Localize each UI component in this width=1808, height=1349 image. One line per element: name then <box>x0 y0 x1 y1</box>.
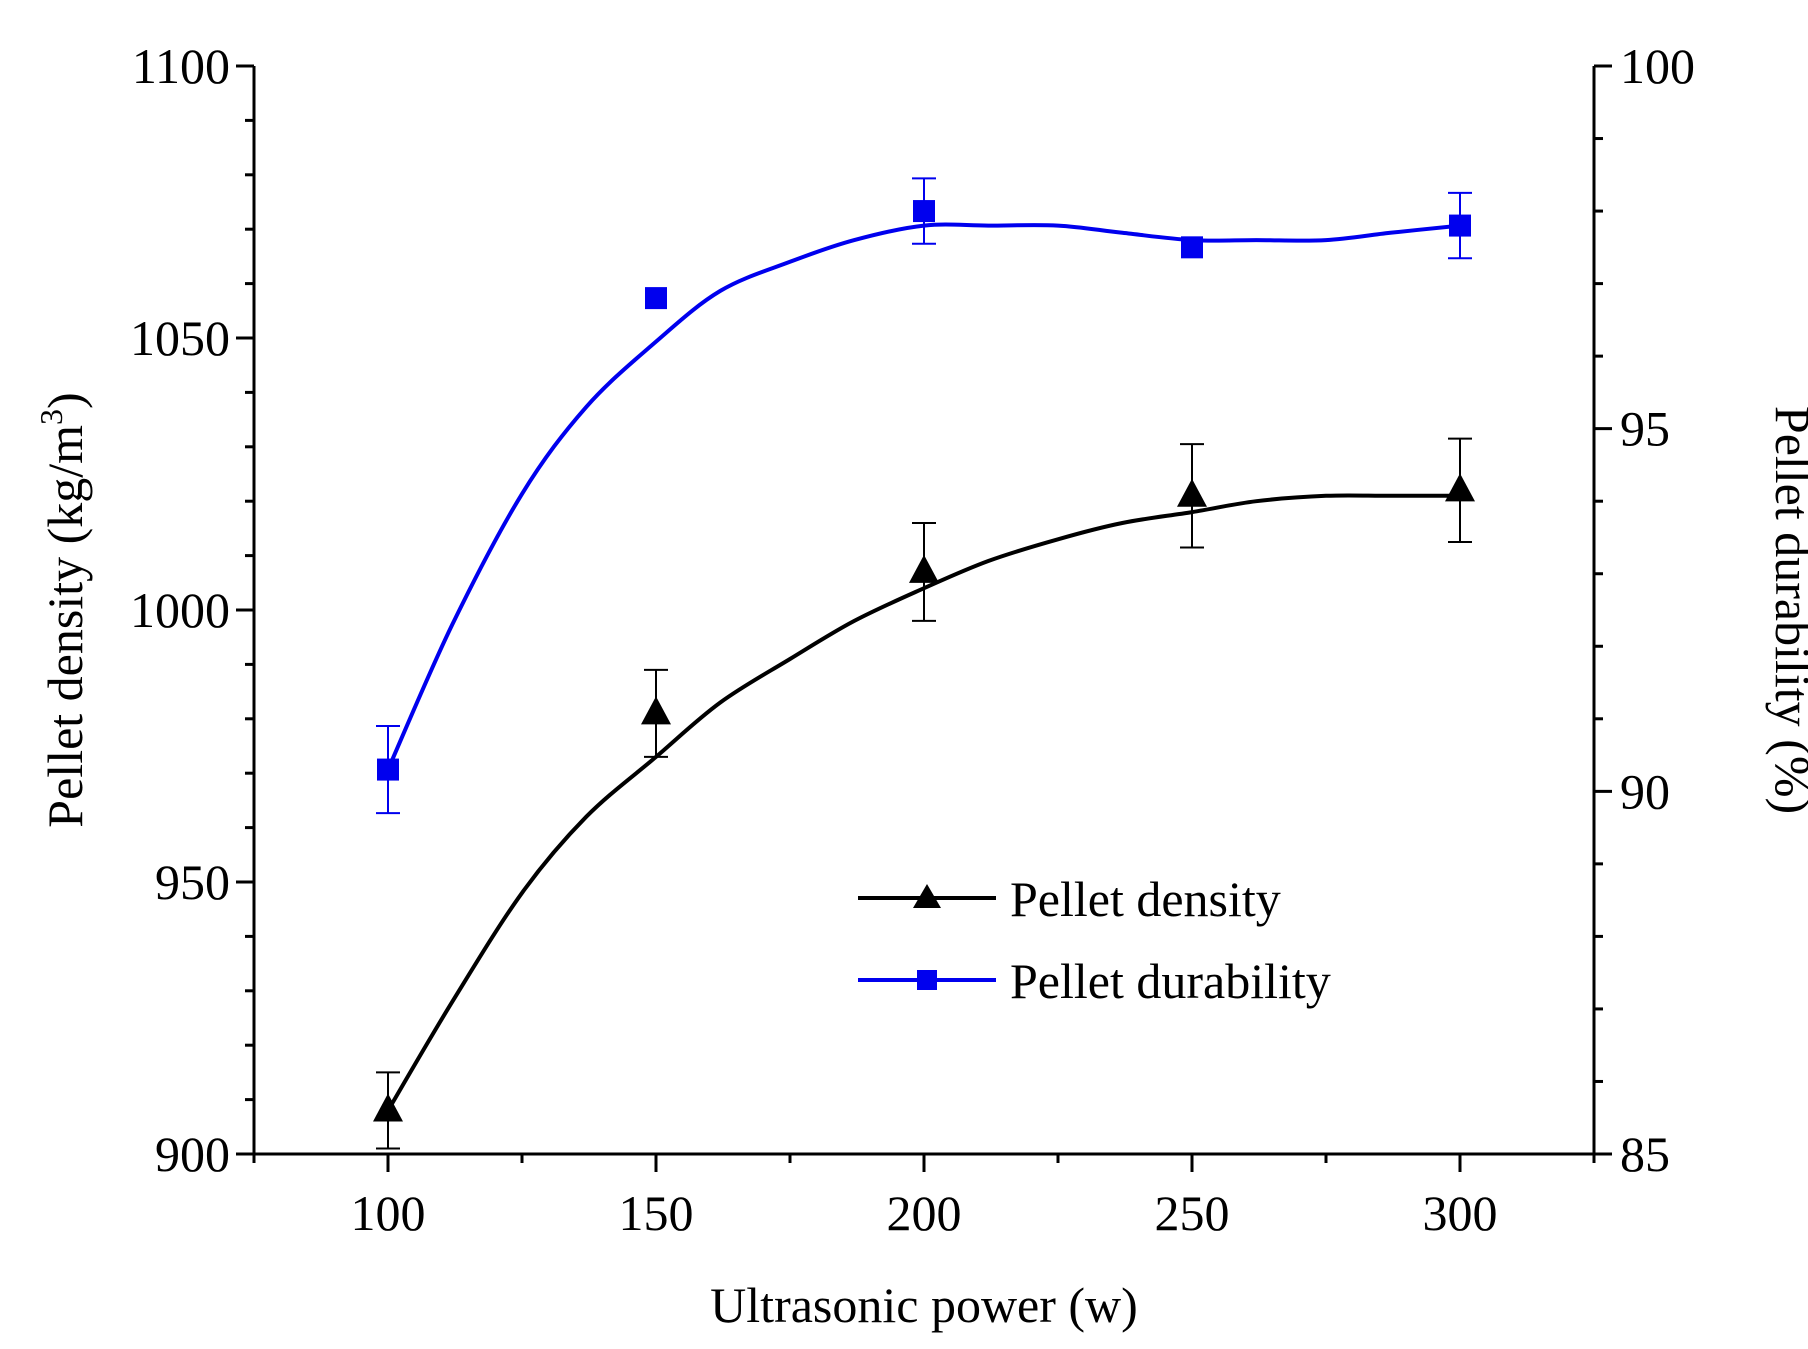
legend-label-density: Pellet density <box>1010 871 1281 927</box>
data-point-durability <box>645 287 667 310</box>
x-tick-label: 250 <box>1155 1185 1230 1241</box>
data-point-density <box>1445 473 1475 502</box>
left-y-axis-title-end: ) <box>37 392 93 409</box>
legend: Pellet density Pellet durability <box>858 871 1331 1009</box>
fit-curve-durability <box>386 222 1461 771</box>
right-y-axis-title: Pellet durability (%) <box>1765 406 1808 814</box>
x-tick-label: 300 <box>1423 1185 1498 1241</box>
data-point-durability <box>913 200 935 223</box>
right-y-axis-ticks: 85 90 95 100 <box>1594 38 1695 1182</box>
data-point-durability <box>1449 214 1471 237</box>
x-tick-label: 150 <box>619 1185 694 1241</box>
x-tick-label: 100 <box>351 1185 426 1241</box>
x-axis-title: Ultrasonic power (w) <box>710 1277 1138 1333</box>
left-y-axis-title: Pellet density (kg/m3) <box>33 392 93 827</box>
legend-marker-density <box>913 884 941 908</box>
data-point-density <box>373 1093 403 1122</box>
left-y-axis-ticks: 900 950 1000 1050 1100 <box>130 38 254 1182</box>
left-y-tick-label: 900 <box>155 1126 230 1182</box>
right-y-tick-label: 85 <box>1620 1126 1670 1182</box>
left-y-axis-title-superscript: 3 <box>33 409 69 425</box>
left-y-axis-title-main: Pellet density (kg/m <box>37 425 93 828</box>
left-y-tick-label: 1050 <box>130 310 230 366</box>
legend-label-durability: Pellet durability <box>1010 953 1331 1009</box>
data-point-durability <box>377 758 399 781</box>
legend-marker-durability <box>917 970 937 990</box>
data-point-density <box>1177 478 1207 507</box>
left-y-tick-label: 1100 <box>132 38 230 94</box>
data-point-density <box>641 696 671 725</box>
left-y-tick-label: 1000 <box>130 582 230 638</box>
fit-curve-density <box>386 493 1460 1112</box>
x-tick-label: 200 <box>887 1185 962 1241</box>
right-y-tick-label: 90 <box>1620 763 1670 819</box>
data-point-density <box>909 554 939 583</box>
data-point-durability <box>1181 236 1203 259</box>
x-axis-ticks: 100 150 200 250 300 <box>252 1154 1596 1241</box>
right-y-tick-label: 100 <box>1620 38 1695 94</box>
right-y-tick-label: 95 <box>1620 401 1670 457</box>
plot-area <box>373 177 1475 1150</box>
left-y-tick-label: 950 <box>155 854 230 910</box>
